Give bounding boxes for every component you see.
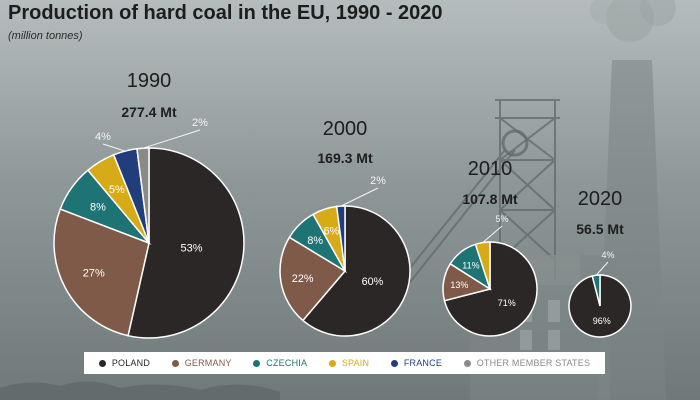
leader-2010-spain — [482, 225, 503, 243]
slice-label-2010-poland: 71% — [498, 298, 516, 308]
year-label-2020: 2020 — [577, 188, 623, 210]
legend-label-czechia: CZECHIA — [266, 358, 308, 368]
pie-2010: 71% 13% 11% 5% — [442, 214, 538, 337]
legend-dot-other — [463, 359, 471, 367]
legend-label-germany: GERMANY — [184, 358, 232, 368]
slice-2000-france — [335, 205, 346, 272]
legend-dot-france — [390, 359, 398, 367]
chart-subtitle: (million tonnes) — [8, 30, 83, 42]
slice-label-2010-czechia: 11% — [462, 260, 479, 270]
legend-item-czechia: CZECHIA — [253, 358, 307, 368]
legend-dot-czechia — [253, 359, 261, 367]
total-label-2000: 169.3 Mt — [317, 150, 373, 166]
slice-label-2000-france: 2% — [370, 175, 386, 187]
year-label-2010: 2010 — [467, 158, 513, 180]
legend-item-germany: GERMANY — [171, 358, 232, 368]
slice-label-2000-germany: 22% — [292, 273, 314, 285]
slice-1990-germany — [53, 208, 150, 337]
chart-legend: POLAND GERMANY CZECHIA SPAIN FRANCE OTHE… — [84, 352, 605, 374]
slice-label-1990-other: 2% — [192, 117, 208, 129]
slice-label-2000-spain: 6% — [324, 225, 340, 237]
slice-label-1990-spain: 5% — [109, 184, 125, 196]
legend-label-poland: POLAND — [111, 358, 151, 368]
total-label-2010: 107.8 Mt — [462, 191, 518, 207]
slice-label-1990-germany: 27% — [83, 268, 105, 280]
total-label-1990: 277.4 Mt — [121, 104, 177, 120]
legend-item-france: FRANCE — [390, 358, 443, 368]
slice-label-2020-czechia: 4% — [601, 250, 614, 260]
chart-title: Production of hard coal in the EU, 1990 … — [8, 2, 443, 24]
leader-1990-france — [102, 143, 126, 152]
slice-2000-germany — [279, 236, 347, 322]
slice-label-2000-czechia: 8% — [307, 235, 323, 247]
legend-label-france: FRANCE — [403, 358, 443, 368]
slice-label-2020-poland: 96% — [593, 316, 611, 326]
year-label-1990: 1990 — [126, 70, 172, 92]
legend-item-poland: POLAND — [98, 358, 151, 368]
slice-label-1990-poland: 53% — [180, 243, 202, 255]
slice-label-2010-germany: 13% — [450, 280, 468, 290]
slice-label-2000-poland: 60% — [362, 276, 384, 288]
leader-2000-france — [340, 187, 379, 207]
legend-item-other: OTHER MEMBER STATES — [463, 358, 591, 368]
legend-label-other: OTHER MEMBER STATES — [476, 358, 591, 368]
pie-2000: 60% 22% 8%6% 2% — [279, 175, 411, 337]
pie-1990: 53% 27% 8%5% 4% 2% — [53, 117, 245, 339]
year-label-2000: 2000 — [322, 118, 368, 140]
pie-2020: 96% 4% — [568, 250, 632, 338]
legend-label-spain: SPAIN — [341, 358, 370, 368]
slice-1990-poland — [127, 147, 245, 339]
slice-2000-poland — [301, 205, 411, 337]
legend-item-spain: SPAIN — [328, 358, 370, 368]
slice-label-1990-france: 4% — [95, 131, 111, 143]
legend-dot-poland — [98, 359, 106, 367]
leader-2020-czechia — [595, 261, 609, 276]
slice-label-1990-czechia: 8% — [90, 202, 106, 214]
total-label-2020: 56.5 Mt — [576, 221, 624, 237]
leader-1990-other — [142, 129, 201, 149]
legend-dot-spain — [328, 359, 336, 367]
slice-label-2010-spain: 5% — [495, 214, 508, 224]
legend-dot-germany — [171, 359, 179, 367]
